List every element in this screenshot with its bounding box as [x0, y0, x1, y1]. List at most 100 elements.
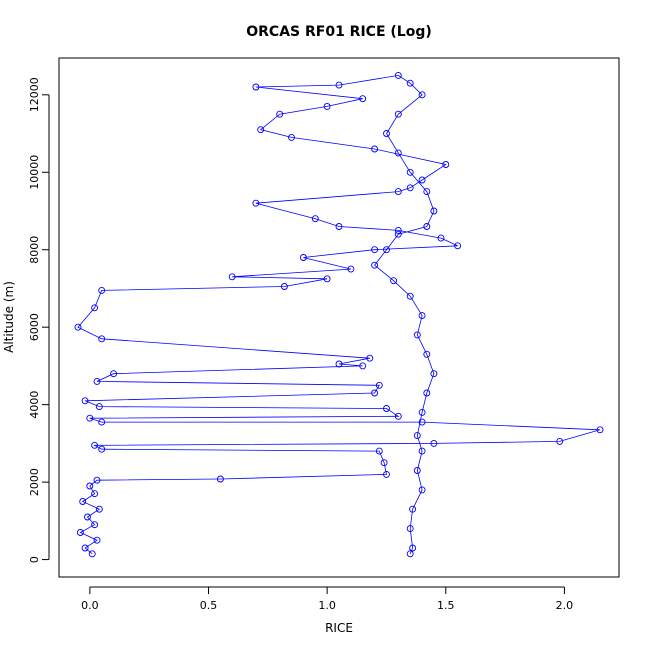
plot-frame [58, 57, 620, 578]
data-point [437, 234, 445, 242]
chart-title: ORCAS RF01 RICE (Log) [246, 24, 432, 40]
data-point [79, 498, 87, 505]
data-point [110, 370, 118, 378]
data-point [394, 71, 402, 79]
data-point [81, 397, 89, 405]
data-point [406, 168, 414, 176]
data-point [76, 529, 84, 536]
data-point [375, 447, 383, 455]
data-point [98, 445, 106, 453]
data-point [91, 521, 99, 529]
data-point [95, 403, 103, 411]
data-point [311, 215, 319, 223]
data-point [371, 145, 379, 153]
data-point [93, 536, 101, 544]
series-line [77, 74, 601, 555]
data-point [335, 223, 343, 230]
axes: 0.0 0.5 1.0 1.5 2.0 0 2000 4000 6000 8000 10000 120… [28, 77, 573, 612]
data-point [406, 184, 414, 192]
x-tick-label: 1.0 [318, 599, 336, 612]
data-point [409, 544, 417, 552]
data-point [375, 381, 383, 389]
data-point [86, 414, 94, 422]
data-point [394, 188, 402, 196]
x-tick-label: 2.0 [556, 599, 574, 612]
data-point [93, 377, 101, 385]
data-point [335, 81, 343, 89]
data-point [430, 207, 438, 215]
data-point [347, 265, 355, 273]
data-point [257, 126, 265, 134]
data-point [423, 188, 431, 196]
data-point [418, 312, 426, 320]
data-point [216, 475, 224, 483]
x-tick-label: 0.5 [200, 599, 218, 612]
data-point [383, 470, 390, 478]
data-point [394, 226, 402, 234]
data-point [418, 447, 426, 455]
data-point [81, 544, 89, 552]
data-point [228, 273, 236, 281]
data-point [413, 432, 421, 440]
x-axis-label: RICE [325, 621, 353, 635]
data-point [91, 490, 99, 498]
data-point [276, 110, 284, 118]
data-point [442, 161, 450, 168]
data-point [359, 95, 367, 103]
y-tick-label: 8000 [28, 236, 41, 264]
data-point [454, 242, 462, 250]
data-point [383, 130, 390, 137]
data-point [288, 133, 295, 141]
data-point [430, 370, 438, 378]
data-point [371, 389, 379, 397]
data-point [366, 354, 374, 362]
y-tick-label: 6000 [28, 313, 41, 341]
data-point [380, 459, 388, 467]
x-tick-label: 1.5 [437, 599, 455, 612]
data-point [252, 83, 260, 91]
data-point [406, 550, 414, 558]
data-point [406, 79, 414, 87]
data-point [95, 505, 103, 513]
data-point [394, 412, 402, 420]
data-point [280, 283, 288, 290]
y-tick-label: 0 [28, 556, 41, 563]
data-point [91, 304, 99, 312]
plot-area [74, 71, 604, 558]
data-point [418, 176, 426, 184]
data-point [418, 486, 426, 494]
data-point [383, 405, 390, 412]
data-point [406, 525, 414, 533]
data-point [413, 331, 421, 339]
data-point [556, 437, 564, 445]
data-point [371, 261, 379, 269]
data-point [596, 426, 604, 434]
data-point [409, 505, 417, 513]
data-point [359, 362, 367, 370]
y-axis-label: Altitude (m) [2, 281, 16, 353]
data-point [323, 102, 331, 110]
data-point [390, 277, 398, 285]
data-point [98, 335, 106, 343]
data-point [394, 110, 402, 118]
y-tick-label: 12000 [28, 77, 41, 112]
data-point [423, 389, 431, 397]
data-point [86, 482, 94, 490]
data-point [335, 360, 343, 368]
data-point [394, 149, 402, 157]
data-point [93, 476, 101, 484]
data-point [98, 418, 106, 426]
y-tick-label: 10000 [28, 155, 41, 190]
data-point [406, 292, 414, 300]
y-tick-label: 2000 [28, 468, 41, 496]
data-point [299, 254, 307, 261]
data-point [91, 441, 99, 449]
data-point [413, 467, 421, 474]
series-0 [74, 71, 604, 558]
x-tick-label: 0.0 [81, 599, 99, 612]
data-point [371, 246, 379, 254]
data-point [252, 199, 260, 207]
data-point [418, 408, 426, 416]
